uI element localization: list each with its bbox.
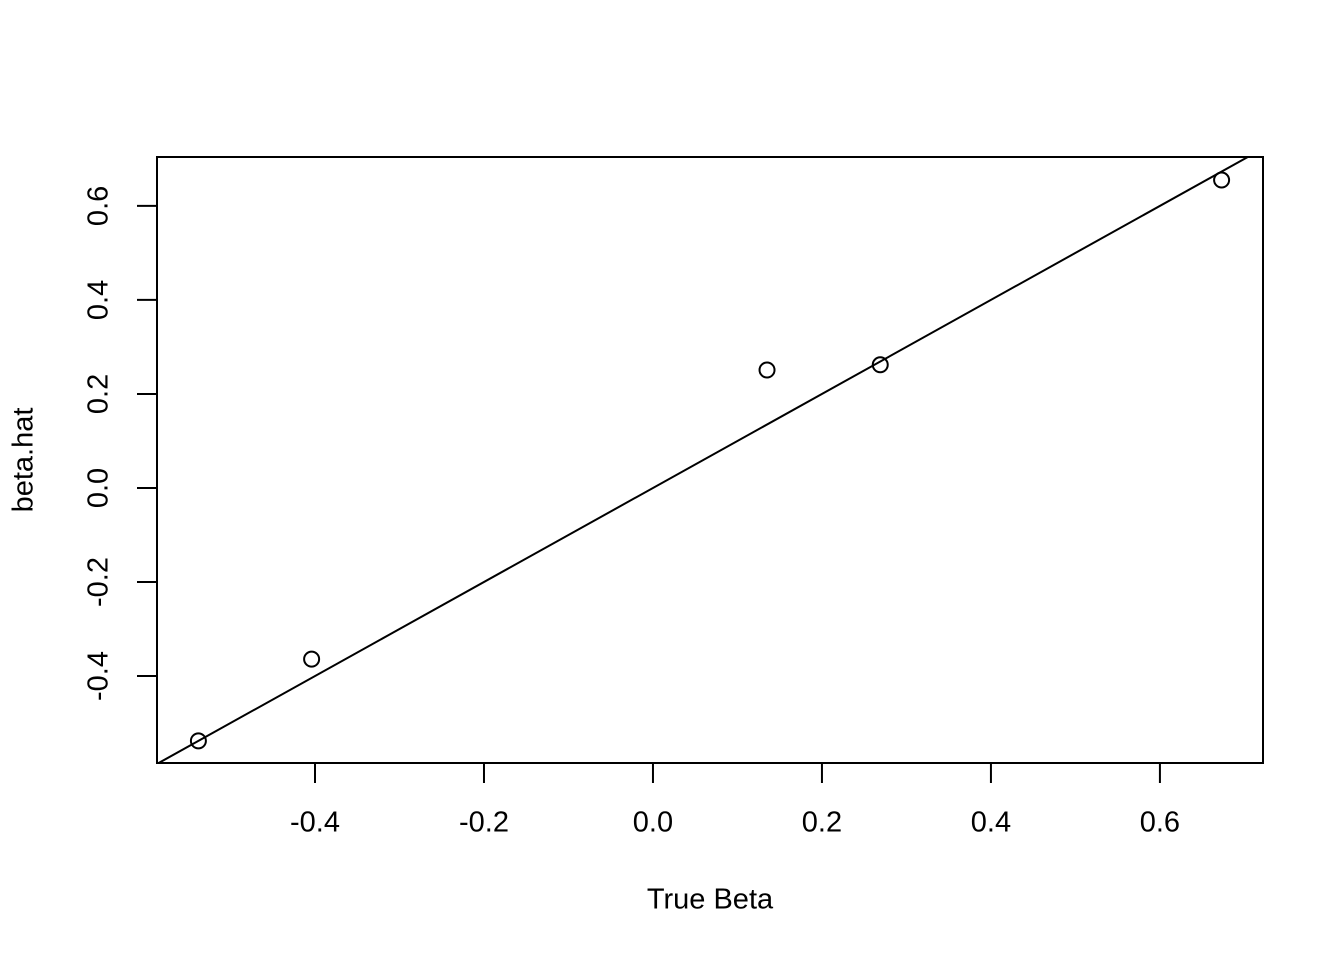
x-axis-label: True Beta (647, 884, 774, 916)
y-tick-label: -0.4 (83, 651, 115, 701)
y-tick-label: 0.2 (83, 374, 115, 414)
point (871, 356, 889, 374)
x-tick-label: -0.4 (290, 807, 340, 839)
x-tick-label: 0.0 (633, 807, 673, 839)
x-tick-label: -0.2 (459, 807, 509, 839)
y-tick-label: 0.4 (83, 280, 115, 320)
x-tick-label: 0.6 (1140, 807, 1180, 839)
x-tick-label: 0.4 (971, 807, 1011, 839)
point (1213, 171, 1231, 189)
y-axis-label: beta.hat (8, 408, 40, 513)
y-tick-label: 0.6 (83, 186, 115, 226)
point (189, 732, 207, 750)
plot-frame (156, 156, 1264, 764)
x-tick-label: 0.2 (802, 807, 842, 839)
point (758, 361, 776, 379)
y-tick-label: -0.2 (83, 557, 115, 607)
reference-line (157, 157, 1250, 763)
y-tick-label: 0.0 (83, 468, 115, 508)
point (303, 650, 321, 668)
